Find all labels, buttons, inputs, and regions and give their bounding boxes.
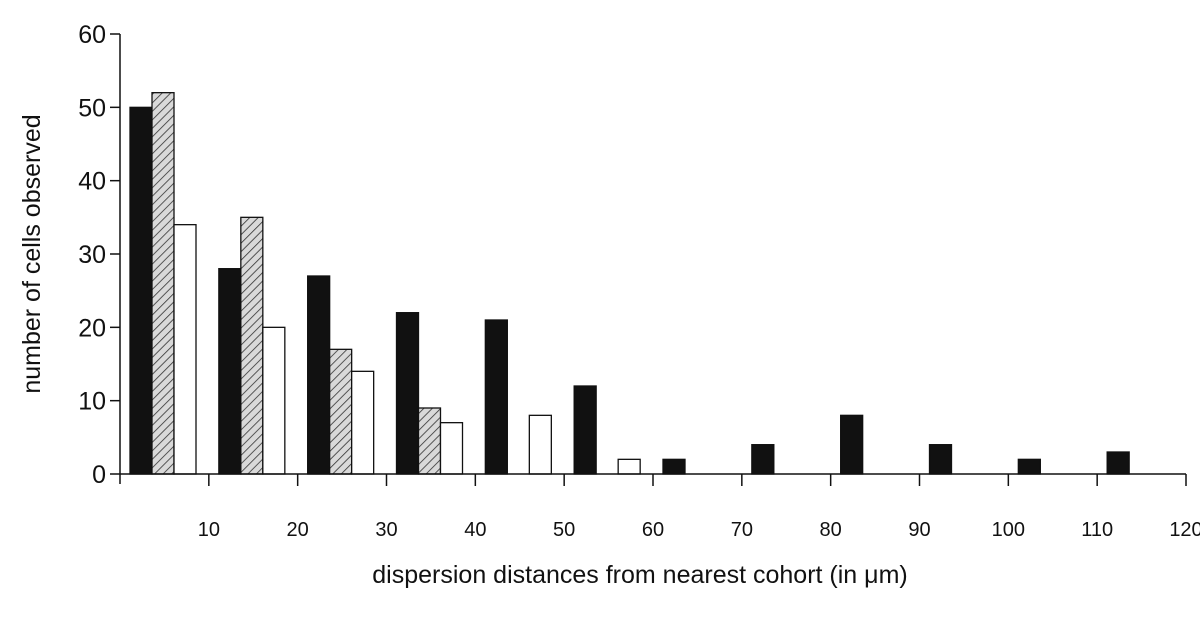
x-axis-ticks: 10 20 30 40 50 60 70 80 90 100 110 120 bbox=[198, 474, 1200, 541]
y-axis-title: number of cells observed bbox=[18, 114, 46, 393]
bar-open-50-60 bbox=[617, 458, 641, 475]
x-tick-label: 100 bbox=[992, 519, 1025, 541]
bar-hatched-0-10 bbox=[151, 92, 175, 475]
x-tick-label: 50 bbox=[553, 519, 575, 541]
bar-solid-70-80 bbox=[751, 444, 775, 475]
bar-hatched-30-40 bbox=[417, 407, 442, 475]
y-tick-label: 30 bbox=[78, 241, 106, 269]
bar-open-10-20 bbox=[262, 326, 286, 475]
bar-open-40-50 bbox=[528, 414, 552, 475]
bar-hatched-20-30 bbox=[329, 348, 353, 475]
x-tick-label: 60 bbox=[642, 519, 664, 541]
y-axis-ticks: 0 10 20 30 40 50 60 bbox=[78, 21, 120, 489]
bar-hatched-10-20 bbox=[240, 216, 264, 475]
bar-solid-100-110 bbox=[1017, 458, 1041, 475]
bar-solid-50-60 bbox=[573, 385, 597, 475]
bar-solid-80-90 bbox=[840, 414, 864, 475]
x-tick-label: 30 bbox=[375, 519, 397, 541]
bar-solid-0-10 bbox=[129, 106, 153, 475]
x-axis-title: dispersion distances from nearest cohort… bbox=[372, 561, 907, 589]
x-tick-label: 70 bbox=[731, 519, 753, 541]
bars-layer bbox=[129, 92, 1130, 475]
bar-solid-90-100 bbox=[928, 444, 953, 475]
y-tick-label: 20 bbox=[78, 314, 106, 342]
x-tick-label: 90 bbox=[908, 519, 930, 541]
x-tick-label: 80 bbox=[820, 519, 842, 541]
x-tick-label: 20 bbox=[287, 519, 309, 541]
bar-solid-40-50 bbox=[484, 319, 508, 475]
bar-solid-10-20 bbox=[218, 268, 242, 475]
x-tick-label: 120 bbox=[1169, 519, 1200, 541]
bar-solid-30-40 bbox=[395, 312, 420, 475]
y-tick-label: 0 bbox=[92, 461, 106, 489]
x-tick-label: 10 bbox=[198, 519, 220, 541]
bar-solid-110-120 bbox=[1106, 451, 1130, 475]
bar-open-0-10 bbox=[173, 224, 197, 475]
bar-solid-20-30 bbox=[307, 275, 331, 475]
bar-open-20-30 bbox=[351, 370, 375, 475]
x-tick-label: 110 bbox=[1081, 519, 1113, 541]
x-tick-label: 40 bbox=[464, 519, 486, 541]
y-tick-label: 40 bbox=[78, 168, 106, 196]
axes-layer: 0 10 20 30 40 50 60 10 20 30 40 50 60 70 80 90 100 110 12… bbox=[78, 21, 1200, 541]
y-tick-label: 50 bbox=[78, 94, 106, 122]
bar-solid-60-70 bbox=[662, 458, 686, 475]
bar-open-30-40 bbox=[439, 422, 464, 475]
y-tick-label: 60 bbox=[78, 21, 106, 49]
y-tick-label: 10 bbox=[78, 388, 106, 416]
